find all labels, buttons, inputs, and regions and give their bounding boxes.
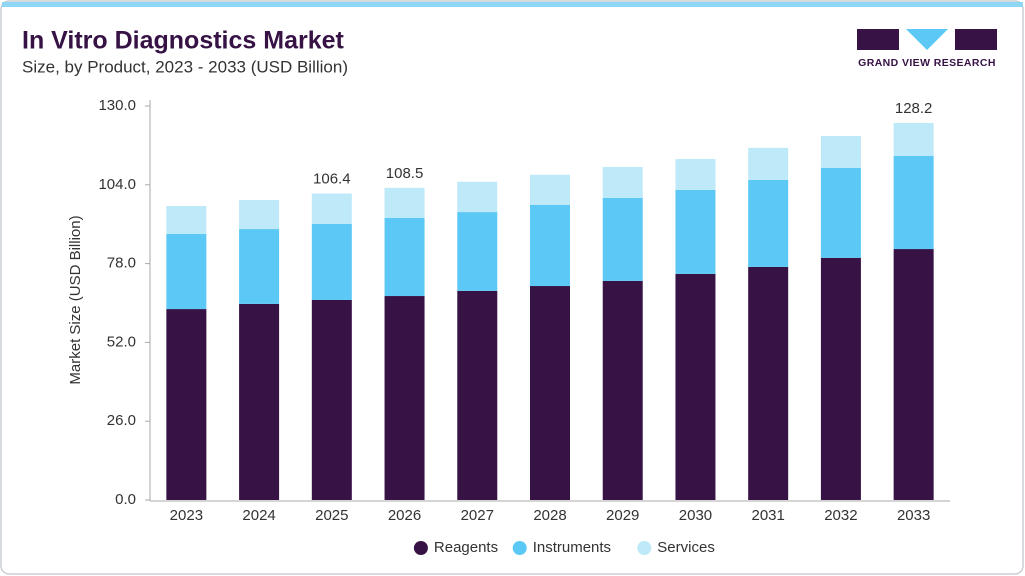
x-tick-label: 2033	[897, 507, 930, 524]
bar-segment	[820, 167, 861, 258]
bar-segment	[166, 309, 207, 500]
bar-segment	[311, 193, 352, 224]
y-axis-label: Market Size (USD Billion)	[67, 215, 84, 384]
chart-title: In Vitro Diagnostics Market	[22, 27, 345, 55]
bar-segment	[384, 217, 425, 297]
x-tick-label: 2024	[242, 507, 275, 524]
logo-v	[906, 29, 948, 50]
bar-segment	[893, 156, 934, 250]
bar-segment	[602, 197, 643, 281]
bar-segment	[602, 166, 643, 198]
bar-segment	[530, 286, 570, 500]
x-tick-label: 2027	[461, 507, 494, 524]
legend-label: Reagents	[434, 539, 498, 556]
legend-swatch	[512, 541, 527, 555]
total-label: 128.2	[895, 100, 933, 117]
y-tick-label: 52.0	[107, 333, 136, 350]
bar-segment	[239, 303, 280, 500]
bar-segment	[602, 280, 643, 500]
x-tick-label: 2028	[533, 507, 566, 524]
brand: GRAND VIEW RESEARCH	[858, 57, 996, 69]
bar-segment	[457, 212, 498, 291]
bar-segment	[820, 136, 861, 168]
bar-segment	[820, 257, 861, 500]
x-tick-label: 2032	[824, 507, 857, 524]
bar-segment	[748, 179, 789, 267]
x-tick-label: 2031	[751, 507, 784, 524]
logo-block	[857, 29, 899, 50]
bar-segment	[384, 187, 425, 218]
bar-segment	[530, 204, 570, 287]
logo-block	[955, 29, 997, 50]
x-tick-label: 2029	[606, 507, 639, 524]
bar-segment	[166, 233, 207, 310]
bar-segment	[530, 174, 570, 205]
bar-segment	[675, 273, 716, 500]
bar-segment	[675, 189, 716, 274]
total-label: 108.5	[386, 165, 424, 182]
y-tick-label: 104.0	[98, 176, 136, 193]
y-tick-label: 78.0	[107, 255, 136, 272]
logo: GRAND VIEW RESEARCH	[857, 29, 997, 69]
legend-swatch	[637, 541, 652, 555]
bar-segment	[457, 290, 498, 500]
x-tick-label: 2030	[679, 507, 712, 524]
bar-segment	[675, 159, 716, 190]
bar-segment	[748, 147, 789, 180]
y-tick-label: 26.0	[107, 412, 136, 429]
bar-segment	[893, 249, 934, 500]
bar-segment	[384, 296, 425, 500]
total-label: 106.4	[313, 171, 351, 188]
x-tick-label: 2025	[315, 507, 348, 524]
x-tick-label: 2023	[170, 507, 203, 524]
legend-label: Services	[657, 539, 715, 556]
y-tick-label: 130.0	[98, 97, 136, 114]
bar-segment	[166, 206, 207, 234]
legend-swatch	[413, 541, 428, 555]
bar-segment	[239, 229, 280, 304]
top-strip	[2, 2, 1023, 7]
y-tick-label: 0.0	[115, 491, 136, 508]
bar-segment	[311, 299, 352, 500]
bar-segment	[311, 223, 352, 300]
bar-segment	[457, 181, 498, 213]
bar-segment	[893, 122, 934, 157]
bar-segment	[748, 266, 789, 500]
legend-label: Instruments	[533, 539, 611, 556]
x-tick-label: 2026	[388, 507, 421, 524]
bar-segment	[239, 199, 280, 230]
chart-subtitle: Size, by Product, 2023 - 2033 (USD Billi…	[22, 57, 348, 76]
